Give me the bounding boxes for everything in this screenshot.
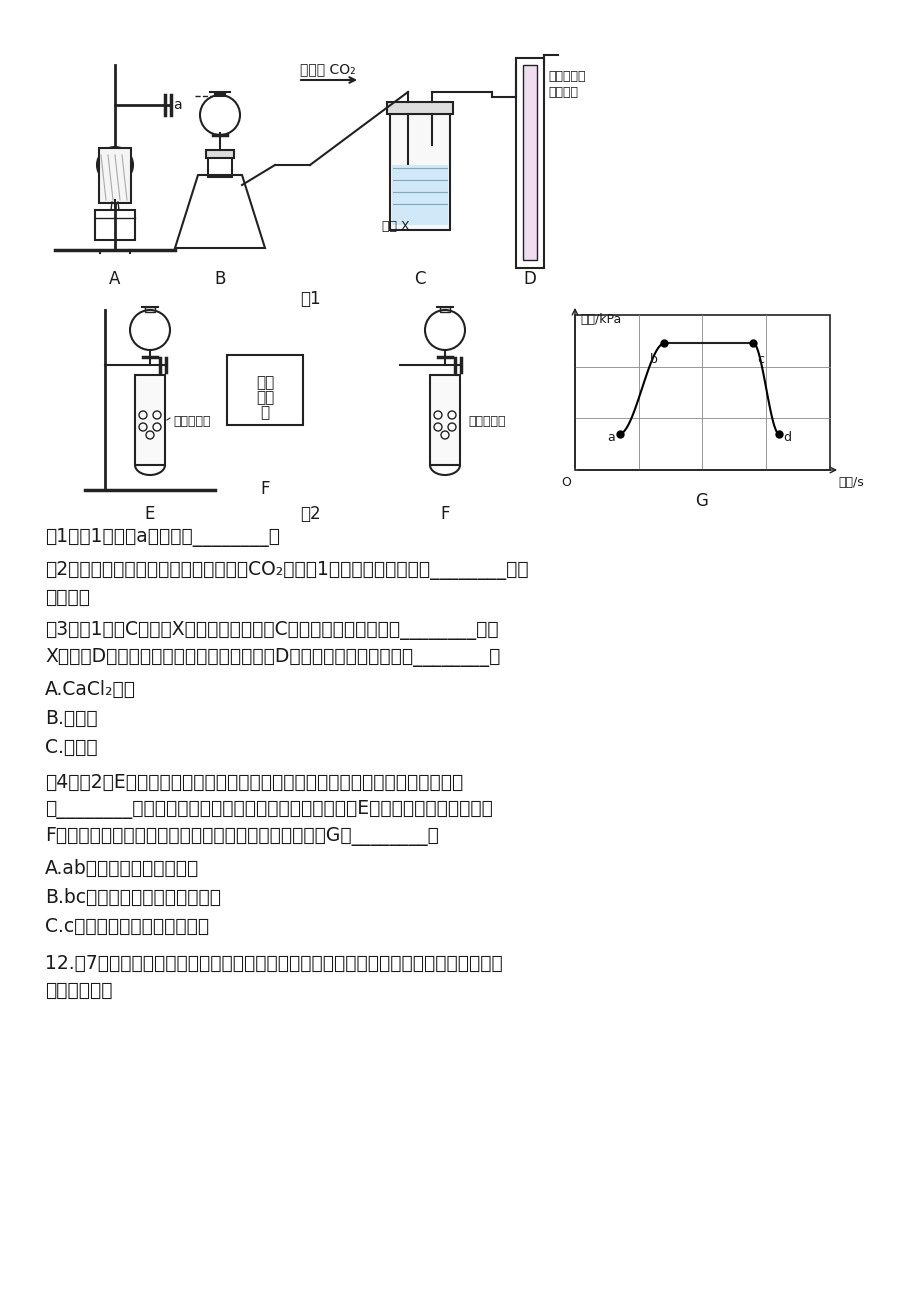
- Text: 干燥的紫色: 干燥的紫色: [548, 70, 584, 83]
- Text: a: a: [607, 431, 615, 444]
- Text: A: A: [109, 270, 120, 288]
- Text: B.bc段石灰石与稀盐酸脱离接触: B.bc段石灰石与稀盐酸脱离接触: [45, 888, 221, 907]
- Text: 湿润的 CO₂: 湿润的 CO₂: [300, 62, 356, 76]
- Text: F: F: [260, 480, 269, 497]
- Text: C.浓硫酸: C.浓硫酸: [45, 738, 97, 756]
- Bar: [206, 150, 233, 158]
- Text: 石蕊试纸: 石蕊试纸: [548, 86, 577, 99]
- Text: 时间/s: 时间/s: [837, 477, 863, 490]
- Text: C: C: [414, 270, 425, 288]
- Text: A.ab段试管中液面逐渐上升: A.ab段试管中液面逐渐上升: [45, 859, 199, 878]
- Bar: [99, 148, 130, 203]
- Text: c: c: [756, 353, 764, 366]
- Bar: [95, 210, 135, 240]
- Text: 压强/kPa: 压强/kPa: [579, 312, 620, 326]
- Text: 多孔塑料片: 多孔塑料片: [468, 415, 505, 428]
- Text: 图2: 图2: [300, 505, 320, 523]
- Text: 传感: 传感: [255, 391, 274, 405]
- Bar: [208, 155, 232, 177]
- Text: B: B: [214, 270, 225, 288]
- Bar: [135, 375, 165, 465]
- Text: d: d: [782, 431, 790, 444]
- Text: 了如下实验。: 了如下实验。: [45, 980, 112, 1000]
- Bar: [387, 102, 452, 115]
- Bar: [429, 375, 460, 465]
- Text: B.稀盐酸: B.稀盐酸: [45, 710, 97, 728]
- Text: G: G: [695, 492, 708, 510]
- Bar: [522, 65, 537, 260]
- Bar: [574, 315, 829, 470]
- Text: 器: 器: [260, 405, 269, 421]
- Text: 图1: 图1: [300, 290, 320, 309]
- Text: 压强: 压强: [255, 375, 274, 391]
- Text: F）。从而测定实验中试管内气体压强变化的情况（如图G）________。: F）。从而测定实验中试管内气体压强变化的情况（如图G）________。: [45, 827, 438, 846]
- Text: 是________，为了解装置具有该优点的原因，他们在装置E中连接压强传感器（如图: 是________，为了解装置具有该优点的原因，他们在装置E中连接压强传感器（如…: [45, 799, 493, 819]
- Bar: [215, 94, 225, 96]
- Text: O: O: [561, 477, 571, 490]
- Text: （4）图2中E是小组同学组装的实验室制二氧化碳气体的发生装置，该装置的优点: （4）图2中E是小组同学组装的实验室制二氧化碳气体的发生装置，该装置的优点: [45, 773, 463, 792]
- Text: 多孔塑料片: 多孔塑料片: [173, 415, 210, 428]
- Text: （1）图1中仪器a的名称是________。: （1）图1中仪器a的名称是________。: [45, 529, 279, 547]
- Text: （3）图1中的C中，若X为澄清石灰水，则C中可以观察到的现象是________。若: （3）图1中的C中，若X为澄清石灰水，则C中可以观察到的现象是________。…: [45, 621, 498, 641]
- Text: F: F: [440, 505, 449, 523]
- Bar: [145, 307, 154, 312]
- Text: 代号）。: 代号）。: [45, 589, 90, 607]
- Text: a: a: [173, 98, 181, 112]
- Text: b: b: [650, 353, 657, 366]
- Text: D: D: [523, 270, 536, 288]
- Text: （2）实验室用石灰石与稀盐酸反应制取CO₂。从图1中选择的发生装置是________（填: （2）实验室用石灰石与稀盐酸反应制取CO₂。从图1中选择的发生装置是______…: [45, 561, 528, 579]
- Text: X是水，D中能观察到紫色石蕊试纸变红，若D中紫色石蕊试纸没有变红________。: X是水，D中能观察到紫色石蕊试纸变红，若D中紫色石蕊试纸没有变红________…: [45, 648, 500, 667]
- Bar: [227, 355, 302, 424]
- Bar: [439, 307, 449, 312]
- Text: E: E: [144, 505, 155, 523]
- Bar: [516, 59, 543, 268]
- Text: 试剂 X: 试剂 X: [381, 220, 409, 233]
- Bar: [391, 165, 448, 225]
- Text: A.CaCl₂溶液: A.CaCl₂溶液: [45, 680, 136, 699]
- Text: 12.（7分）碳酸钠在生活和生产中都有广泛的用途。为探究碳酸钠的化学性质，同学们做: 12.（7分）碳酸钠在生活和生产中都有广泛的用途。为探究碳酸钠的化学性质，同学们…: [45, 954, 502, 973]
- Bar: [390, 109, 449, 230]
- Text: C.c点的对应操作是打开弹簧夹: C.c点的对应操作是打开弹簧夹: [45, 917, 209, 936]
